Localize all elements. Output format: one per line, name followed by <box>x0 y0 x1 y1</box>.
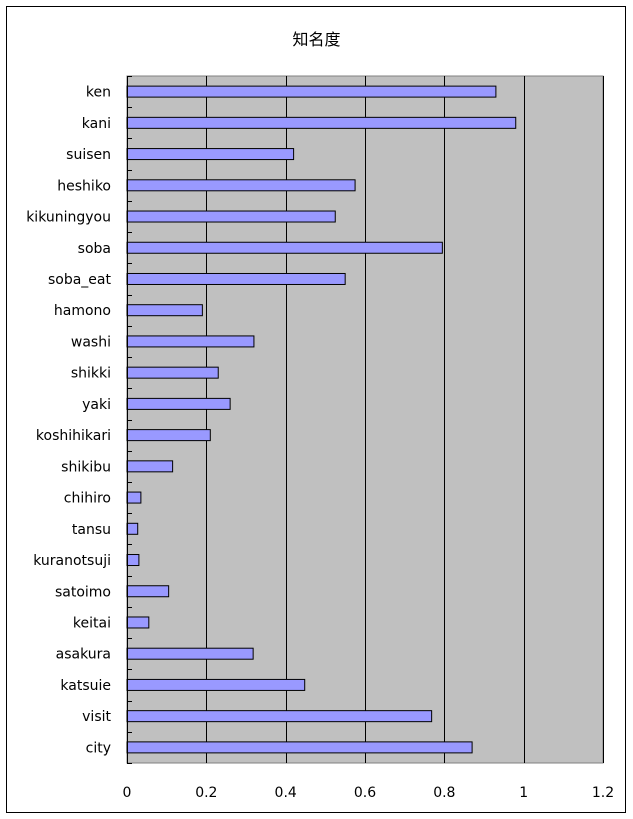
y-tick-label: katsuie <box>60 678 111 694</box>
bar-heshiko <box>126 179 356 192</box>
chart-title: 知名度 <box>292 30 341 49</box>
bar-satoimo <box>126 585 170 598</box>
y-tick-label: asakura <box>56 647 111 663</box>
y-tick-label: tansu <box>72 522 111 538</box>
y-tick-label: yaki <box>82 397 111 413</box>
y-tick-label: kuranotsuji <box>33 553 111 569</box>
y-tick-label: shikki <box>71 366 111 382</box>
bar-shikibu <box>126 460 174 473</box>
bar-soba_eat <box>126 272 346 285</box>
x-tick-label: 0.2 <box>195 785 217 801</box>
bar-suisen <box>126 148 295 161</box>
bar-hamono <box>126 304 203 317</box>
y-tick-label: ken <box>86 85 111 101</box>
bar-koshihikari <box>126 429 211 442</box>
bar-city <box>126 741 473 754</box>
bar-asakura <box>126 647 254 660</box>
x-axis-tick-labels: 0 0.2 0.4 0.6 0.8 1 1.2 <box>123 785 615 801</box>
bar-shikki <box>126 366 219 379</box>
bar-yaki <box>126 397 231 410</box>
bar-katsuie <box>126 678 306 691</box>
bar-kani <box>126 116 517 129</box>
x-tick-label: 1 <box>519 785 528 801</box>
y-tick-label: city <box>86 740 111 756</box>
y-tick-label: kani <box>82 116 111 132</box>
bar-kikuningyou <box>126 210 336 223</box>
y-tick-label: koshihikari <box>36 428 111 444</box>
bar-tansu <box>126 522 139 535</box>
y-tick-label: soba_eat <box>48 272 112 288</box>
bar-soba <box>126 241 443 254</box>
y-tick-label: kikuningyou <box>26 210 111 226</box>
y-tick-label: shikibu <box>61 459 111 475</box>
bar-keitai <box>126 616 150 629</box>
y-tick-label: heshiko <box>57 178 111 194</box>
y-tick-label: washi <box>71 334 111 350</box>
y-axis: ken kani suisen heshiko kikuningyou soba soba_… <box>26 76 132 764</box>
x-tick-label: 0 <box>123 785 132 801</box>
bar-visit <box>126 710 433 723</box>
bar-chihiro <box>126 491 142 504</box>
y-tick-label: hamono <box>54 303 111 319</box>
x-tick-label: 0.6 <box>354 785 376 801</box>
y-tick-label: visit <box>82 709 111 725</box>
y-tick-label: suisen <box>66 147 111 163</box>
y-tick-label: satoimo <box>55 584 111 600</box>
x-tick-label: 0.8 <box>433 785 455 801</box>
y-tick-label: chihiro <box>64 491 111 507</box>
bars <box>126 85 517 754</box>
bar-ken <box>126 85 497 98</box>
x-tick-label: 0.4 <box>275 785 297 801</box>
bar-kuranotsuji <box>126 554 140 567</box>
x-tick-label: 1.2 <box>592 785 614 801</box>
y-tick-label: keitai <box>73 615 111 631</box>
bar-washi <box>126 335 255 348</box>
y-tick-label: soba <box>78 241 111 257</box>
